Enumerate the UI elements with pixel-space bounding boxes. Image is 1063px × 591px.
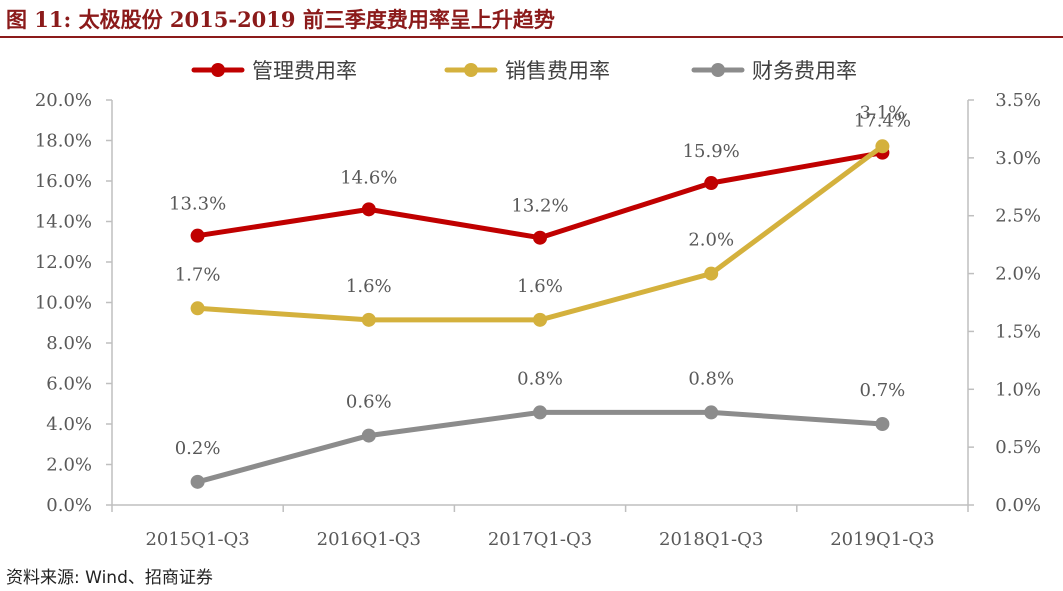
y-right-tick-label: 3.5%	[995, 90, 1041, 111]
chart-axes: 0.0% 2.0% 4.0% 6.0% 8.0% 10.0% 12.0% 14.0% 16.0%…	[35, 90, 1041, 550]
x-tick-label: 2015Q1-Q3	[145, 529, 249, 550]
y-left-tick-label: 6.0%	[46, 374, 92, 395]
legend-marker	[711, 63, 725, 77]
legend-label: 销售费用率	[505, 59, 610, 83]
data-label: 0.7%	[860, 380, 906, 401]
data-label: 14.6%	[340, 167, 397, 188]
y-left-tick-label: 16.0%	[35, 171, 92, 192]
y-right-tick-label: 0.5%	[995, 437, 1041, 458]
data-label: 0.8%	[517, 368, 563, 389]
source-note: 资料来源: Wind、招商证券	[6, 568, 213, 588]
data-point	[704, 176, 719, 191]
y-left-tick-label: 0.0%	[46, 495, 92, 516]
y-left-tick-label: 14.0%	[35, 212, 92, 233]
data-label: 1.6%	[346, 276, 392, 297]
data-label: 0.6%	[346, 392, 392, 413]
data-label: 13.2%	[511, 196, 568, 217]
data-point	[704, 405, 719, 420]
x-tick-label: 2019Q1-Q3	[830, 529, 934, 550]
data-point	[190, 301, 205, 316]
data-label: 0.2%	[175, 438, 221, 459]
y-left-tick-label: 10.0%	[35, 293, 92, 314]
series-line	[195, 409, 885, 485]
data-point	[361, 202, 376, 217]
y-right-tick-label: 3.0%	[995, 148, 1041, 169]
data-point	[190, 228, 205, 243]
y-left-tick-label: 2.0%	[46, 455, 92, 476]
legend-marker	[211, 63, 225, 77]
data-label: 3.1%	[860, 102, 906, 123]
data-point	[533, 405, 547, 420]
x-tick-label: 2017Q1-Q3	[488, 529, 592, 550]
figure-title: 图 11: 太极股份 2015-2019 前三季度费用率呈上升趋势	[6, 7, 555, 32]
data-label: 0.8%	[688, 368, 734, 389]
legend-label: 财务费用率	[752, 59, 857, 83]
line-chart: 管理费用率 销售费用率 财务费用率 0.0% 2.0% 4.0% 6.0% 8.0% 10.0…	[35, 59, 1041, 550]
legend-marker	[464, 63, 478, 77]
data-point	[533, 230, 547, 245]
data-point	[190, 474, 205, 489]
data-label: 15.9%	[683, 141, 740, 162]
data-point	[361, 312, 376, 327]
y-right-tick-label: 2.5%	[995, 206, 1041, 227]
y-right-tick-label: 2.0%	[995, 264, 1041, 285]
chart-legend: 管理费用率 销售费用率 财务费用率	[191, 59, 857, 83]
data-label: 17.4%	[854, 111, 911, 132]
y-left-tick-label: 12.0%	[35, 252, 92, 273]
chart-series: 13.3% 14.6% 13.2% 15.9% 17.4% 1.7% 1.6% 1.6% 2.0…	[169, 102, 911, 489]
data-label: 1.7%	[175, 264, 221, 285]
data-point	[704, 266, 719, 281]
legend-label: 管理费用率	[252, 59, 357, 83]
data-label: 2.0%	[688, 230, 734, 251]
data-point	[361, 428, 376, 443]
y-right-tick-label: 1.0%	[995, 379, 1041, 400]
y-left-tick-label: 18.0%	[35, 131, 92, 152]
title-divider	[0, 36, 1063, 38]
x-tick-label: 2018Q1-Q3	[659, 529, 763, 550]
y-left-tick-label: 8.0%	[46, 333, 92, 354]
data-label: 1.6%	[517, 276, 563, 297]
y-right-tick-label: 1.5%	[995, 321, 1041, 342]
x-tick-label: 2016Q1-Q3	[317, 529, 421, 550]
data-point	[875, 139, 890, 154]
y-left-tick-label: 20.0%	[35, 90, 92, 111]
y-left-tick-label: 4.0%	[46, 414, 92, 435]
data-point	[875, 417, 890, 431]
y-right-tick-label: 0.0%	[995, 495, 1041, 516]
data-label: 13.3%	[169, 194, 226, 215]
data-point	[533, 312, 547, 327]
